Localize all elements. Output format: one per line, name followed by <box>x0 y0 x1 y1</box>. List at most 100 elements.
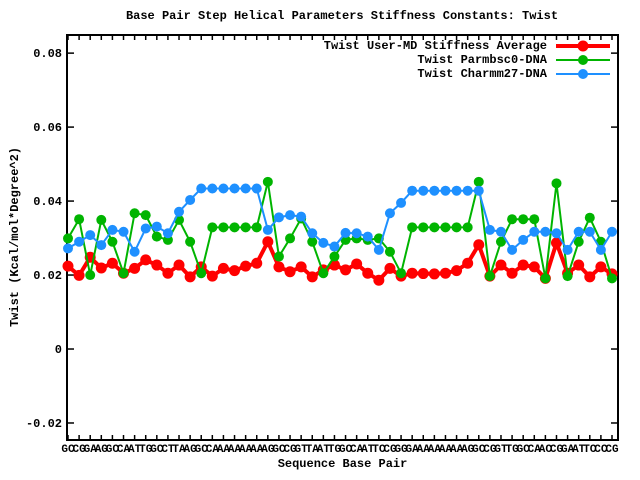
legend-row-parmbsc0: Twist Parmbsc0-DNA <box>324 53 612 67</box>
data-point <box>351 228 362 239</box>
data-point <box>262 236 274 248</box>
x-tick-label: TA <box>172 444 186 456</box>
legend-row-charmm27: Twist Charmm27-DNA <box>324 67 612 81</box>
y-tick-label: -0.02 <box>26 417 62 431</box>
data-point <box>518 214 529 225</box>
x-tick-label: CA <box>350 444 364 456</box>
x-tick-label: AT <box>572 444 586 456</box>
x-tick-label: GC <box>61 444 75 456</box>
x-tick-label: CA <box>528 444 542 456</box>
y-tick-label: 0.08 <box>33 47 62 61</box>
data-point <box>551 178 562 189</box>
data-point <box>428 268 440 280</box>
data-point <box>562 271 573 282</box>
data-point <box>418 222 429 233</box>
data-point <box>307 228 318 239</box>
data-point <box>218 183 229 194</box>
data-point <box>540 226 551 237</box>
x-tick-label: AA <box>217 444 231 456</box>
data-point <box>196 268 207 279</box>
data-point <box>607 273 617 284</box>
data-point <box>451 185 462 196</box>
data-point <box>584 212 595 223</box>
data-point <box>262 176 273 187</box>
data-point <box>462 257 474 269</box>
data-point <box>340 227 351 238</box>
data-point <box>63 243 73 254</box>
data-point <box>573 236 584 247</box>
data-point <box>85 230 96 241</box>
x-tick-label: AG <box>95 444 109 456</box>
data-point <box>518 234 529 245</box>
x-tick-label: AA <box>439 444 453 456</box>
data-point <box>396 268 407 279</box>
data-point <box>74 236 85 247</box>
legend-label: Twist Charmm27-DNA <box>417 67 547 81</box>
legend-sample-red <box>556 40 610 52</box>
x-tick-label: CG <box>283 444 297 456</box>
data-point <box>273 212 284 223</box>
data-point <box>73 269 85 281</box>
x-tick-label: CG <box>383 444 397 456</box>
x-tick-label: CG <box>73 444 87 456</box>
x-tick-label: TG <box>505 444 519 456</box>
x-tick-label: AG <box>184 444 198 456</box>
y-tick-label: 0 <box>55 343 62 357</box>
data-point <box>473 176 484 187</box>
data-point <box>384 246 395 257</box>
x-tick-label: AG <box>461 444 475 456</box>
x-tick-label: AG <box>261 444 275 456</box>
data-point <box>285 210 296 221</box>
y-tick-label: 0.04 <box>33 195 62 209</box>
data-point <box>184 271 196 283</box>
data-point <box>462 185 473 196</box>
data-point <box>595 244 606 255</box>
data-point <box>118 268 129 279</box>
data-point <box>285 233 296 244</box>
data-point <box>595 261 607 273</box>
data-point <box>529 214 540 225</box>
data-point <box>229 265 241 277</box>
data-point <box>407 185 418 196</box>
data-point <box>63 233 73 244</box>
data-point <box>118 226 129 237</box>
data-point <box>573 259 585 271</box>
x-tick-label: AA <box>239 444 253 456</box>
legend-label: Twist Parmbsc0-DNA <box>417 53 547 67</box>
x-tick-label: AT <box>128 444 142 456</box>
data-point <box>562 244 573 255</box>
data-point <box>429 185 440 196</box>
x-tick-label: CT <box>161 444 175 456</box>
data-point <box>584 271 596 283</box>
x-tick-label: GT <box>494 444 508 456</box>
data-point <box>540 273 551 284</box>
data-point <box>207 222 218 233</box>
data-point <box>318 268 329 279</box>
data-point <box>140 210 151 221</box>
data-point <box>440 222 451 233</box>
x-tick-label: CA <box>206 444 220 456</box>
x-tick-label: GC <box>106 444 120 456</box>
data-point <box>74 214 85 225</box>
data-point <box>129 208 140 219</box>
data-point <box>62 260 74 272</box>
y-tick-label: 0.06 <box>33 121 62 135</box>
x-tick-label: GG <box>394 444 408 456</box>
x-tick-label: CA <box>117 444 131 456</box>
chart-title: Base Pair Step Helical Parameters Stiffn… <box>125 9 559 23</box>
legend-label: Twist User-MD Stiffness Average <box>323 39 547 53</box>
x-tick-label: GC <box>517 444 531 456</box>
data-point <box>417 268 429 280</box>
data-point <box>473 239 485 251</box>
data-point <box>484 224 495 235</box>
data-point <box>517 259 529 271</box>
data-point <box>151 259 163 271</box>
data-point <box>439 267 451 279</box>
data-point <box>229 222 240 233</box>
data-point <box>96 214 107 225</box>
data-point <box>528 261 540 273</box>
data-point <box>251 257 263 269</box>
data-point <box>362 231 373 242</box>
data-point <box>129 262 141 274</box>
